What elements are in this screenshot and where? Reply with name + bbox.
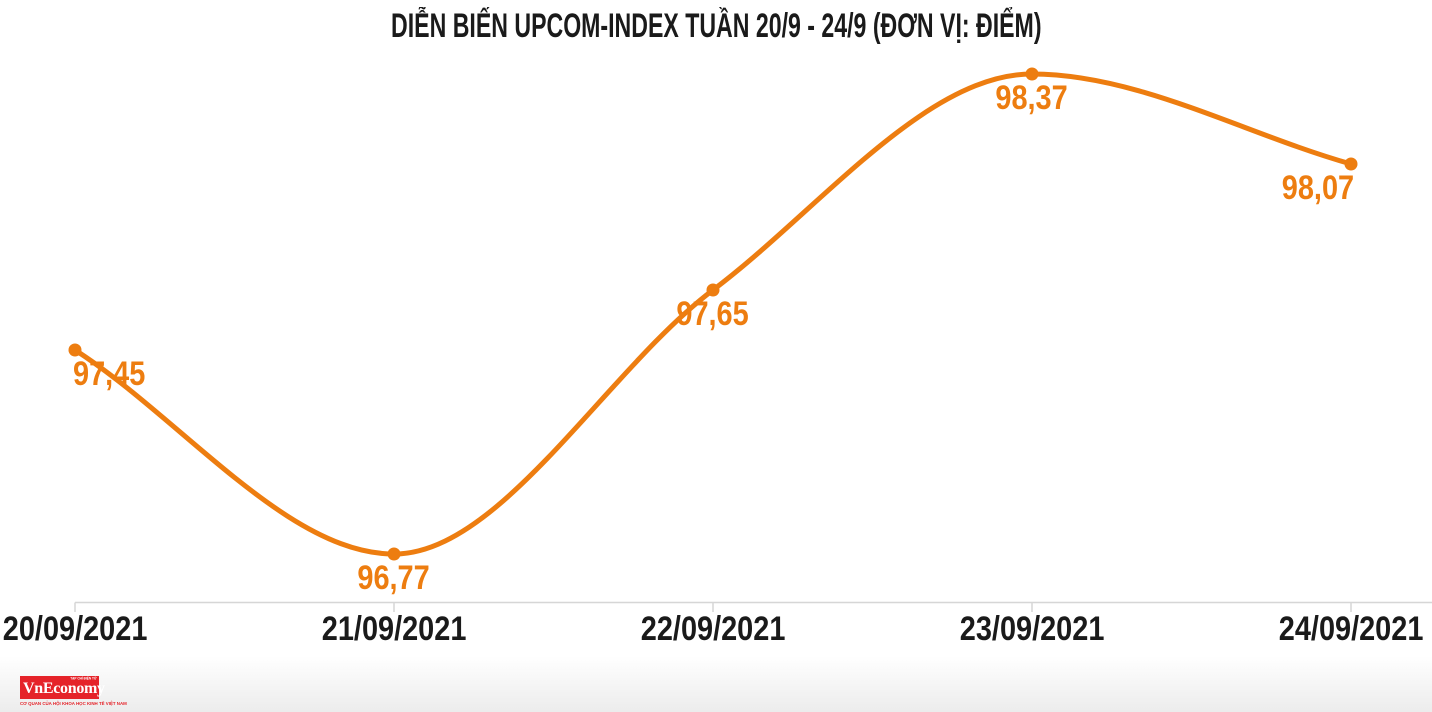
data-point-value-text: 98,07	[1281, 169, 1354, 207]
data-point-marker	[68, 343, 82, 357]
data-point-value-label: 98,37	[912, 81, 1152, 115]
x-axis-label: 21/09/2021	[274, 612, 514, 646]
data-point-marker	[387, 547, 401, 561]
data-point-marker	[1025, 67, 1039, 81]
vneconomy-logo-wordmark: VnEconomy	[23, 680, 105, 697]
x-axis-label: 23/09/2021	[912, 612, 1152, 646]
data-point-value-label: 97,65	[593, 297, 833, 331]
chart-title-text: DIỄN BIẾN UPCOM-INDEX TUẦN 20/9 - 24/9 (…	[390, 7, 1042, 45]
upcom-index-series-line	[72, 71, 1354, 557]
data-point-value-label: 97,45	[73, 357, 313, 391]
x-axis-label-text: 22/09/2021	[640, 610, 786, 648]
x-axis-label: 24/09/2021	[1231, 612, 1432, 646]
vneconomy-logo-box: TẠP CHÍ ĐIỆN TỬ VnEconomy	[20, 676, 105, 699]
data-point-value-text: 97,45	[73, 355, 146, 393]
data-point-value-text: 97,65	[676, 295, 750, 333]
data-point-marker	[706, 283, 720, 297]
x-axis-label-text: 24/09/2021	[1278, 610, 1424, 648]
footer-gradient	[0, 656, 1432, 712]
x-axis-label: 22/09/2021	[593, 612, 833, 646]
vneconomy-logo-subtext: TẠP CHÍ ĐIỆN TỬ	[70, 677, 97, 681]
data-point-value-label: 98,07	[1114, 171, 1354, 205]
vneconomy-logo-tagline: CƠ QUAN CỦA HỘI KHOA HỌC KINH TẾ VIỆT NA…	[20, 701, 127, 706]
chart-title: DIỄN BIẾN UPCOM-INDEX TUẦN 20/9 - 24/9 (…	[0, 7, 1432, 45]
data-point-value-text: 98,37	[995, 79, 1069, 117]
x-axis-label-text: 23/09/2021	[959, 610, 1105, 648]
x-axis-label-text: 21/09/2021	[321, 610, 467, 648]
data-point-marker	[1344, 157, 1358, 171]
x-axis-label-text: 20/09/2021	[2, 610, 148, 648]
vneconomy-logo: TẠP CHÍ ĐIỆN TỬ VnEconomy CƠ QUAN CỦA HỘ…	[20, 676, 214, 710]
x-axis-label: 20/09/2021	[0, 612, 195, 646]
data-point-value-label: 96,77	[274, 561, 514, 595]
data-point-value-text: 96,77	[357, 559, 431, 597]
